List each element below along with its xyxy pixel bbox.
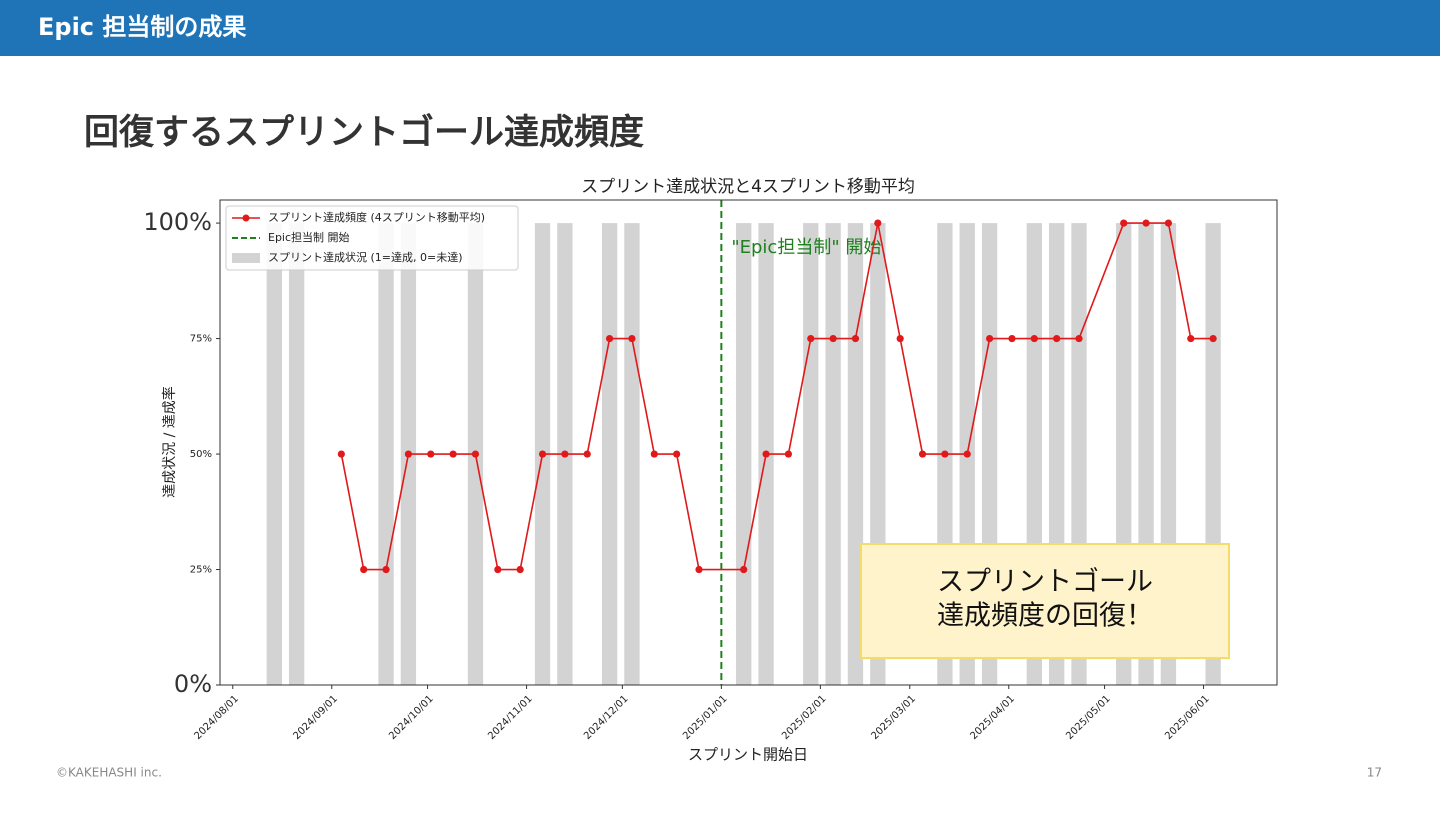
callout-box bbox=[860, 543, 1230, 659]
bar bbox=[736, 223, 752, 685]
legend-label: スプリント達成頻度 (4スプリント移動平均) bbox=[268, 210, 485, 224]
line bbox=[340, 222, 1214, 571]
point bbox=[628, 334, 636, 343]
point bbox=[538, 450, 547, 458]
bar bbox=[378, 223, 394, 685]
y-tick-label: 25% bbox=[190, 565, 212, 576]
point bbox=[740, 565, 748, 574]
page-number: 17 bbox=[1367, 766, 1382, 780]
bar bbox=[803, 223, 819, 685]
point bbox=[896, 334, 904, 343]
bar bbox=[825, 223, 841, 685]
bar bbox=[266, 223, 282, 685]
point bbox=[762, 450, 770, 458]
callout-text: スプリントゴール bbox=[937, 567, 1153, 598]
point bbox=[985, 334, 994, 343]
point bbox=[427, 450, 435, 458]
point bbox=[1164, 219, 1173, 227]
x-tick-label: 2025/06/01 bbox=[1163, 693, 1212, 742]
point bbox=[874, 219, 882, 227]
point bbox=[471, 450, 480, 458]
point bbox=[1008, 334, 1016, 343]
point bbox=[404, 450, 413, 458]
point bbox=[941, 450, 949, 458]
point bbox=[851, 334, 860, 343]
point bbox=[605, 334, 614, 343]
x-tick-label: 2025/02/01 bbox=[780, 693, 829, 742]
x-tick-label: 2025/04/01 bbox=[968, 693, 1017, 742]
point bbox=[1209, 334, 1217, 343]
point bbox=[1053, 334, 1061, 343]
x-tick-label: 2024/12/01 bbox=[582, 693, 631, 742]
point bbox=[449, 450, 457, 458]
point bbox=[695, 565, 703, 574]
point bbox=[829, 334, 837, 343]
y-tick-label: 50% bbox=[190, 449, 212, 460]
point bbox=[650, 450, 658, 458]
point bbox=[494, 565, 502, 574]
bar bbox=[288, 223, 305, 685]
vline-annotation: "Epic担当制" 開始 bbox=[731, 237, 881, 258]
x-tick-label: 2024/09/01 bbox=[291, 693, 340, 742]
legend: スプリント達成頻度 (4スプリント移動平均) Epic担当制 開始スプリント達成状… bbox=[225, 205, 519, 271]
legend-label: Epic担当制 開始 bbox=[268, 230, 350, 244]
y-tick-label: 75% bbox=[190, 334, 212, 345]
point bbox=[1187, 334, 1195, 343]
point bbox=[516, 565, 524, 574]
x-tick-label: 2024/10/01 bbox=[387, 693, 436, 742]
y-tick-label: 100% bbox=[143, 208, 212, 236]
point bbox=[1142, 219, 1150, 227]
header-title: Epic 担当制の成果 bbox=[38, 13, 246, 41]
legend-point bbox=[242, 214, 250, 222]
callout-text: 達成頻度の回復！ bbox=[937, 601, 1153, 632]
point bbox=[382, 565, 390, 574]
point bbox=[1030, 334, 1038, 343]
x-tick-label: 2024/08/01 bbox=[192, 693, 241, 742]
y-axis-label: 達成状況 / 達成率 bbox=[161, 386, 178, 498]
chart-title: スプリント達成状況と4スプリント移動平均 bbox=[581, 177, 915, 197]
bar bbox=[601, 223, 618, 685]
copyright: ©KAKEHASHI inc. bbox=[56, 766, 162, 780]
point bbox=[673, 450, 681, 458]
x-tick-label: 2025/01/01 bbox=[681, 693, 730, 742]
heading: 回復するスプリントゴール達成頻度 bbox=[84, 112, 644, 153]
point bbox=[583, 450, 591, 458]
point bbox=[360, 565, 368, 574]
point bbox=[807, 334, 815, 343]
x-tick-label: 2024/11/01 bbox=[486, 693, 535, 742]
legend-swatch bbox=[232, 253, 260, 263]
point bbox=[1075, 334, 1083, 343]
x-axis-label: スプリント開始日 bbox=[688, 746, 808, 764]
header-bar bbox=[0, 0, 1440, 56]
x-tick-label: 2025/03/01 bbox=[869, 693, 918, 742]
point bbox=[963, 450, 971, 458]
point bbox=[784, 450, 793, 458]
point bbox=[1120, 219, 1128, 227]
y-tick-label: 0% bbox=[174, 670, 212, 698]
legend-label: スプリント達成状況 (1=達成, 0=未達) bbox=[268, 250, 463, 264]
point bbox=[561, 450, 569, 458]
bar bbox=[624, 223, 640, 685]
axes-frame bbox=[219, 199, 1278, 686]
point bbox=[918, 450, 927, 458]
point bbox=[337, 450, 345, 458]
legend-box bbox=[225, 205, 519, 271]
x-tick-label: 2025/05/01 bbox=[1064, 693, 1113, 742]
